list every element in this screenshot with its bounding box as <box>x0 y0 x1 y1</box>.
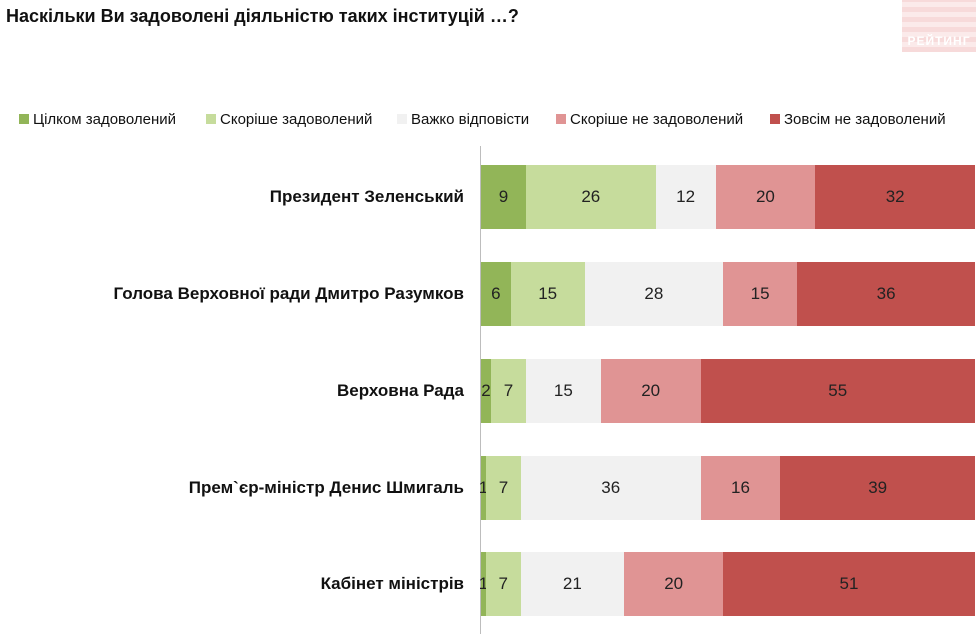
data-label: 15 <box>538 284 558 303</box>
data-label: 2 <box>481 381 491 400</box>
bar-segment: 51 <box>723 552 975 616</box>
bar-segment: 9 <box>481 165 526 229</box>
bar-segment: 15 <box>723 262 798 326</box>
data-label: 1 <box>478 478 489 497</box>
legend-item: Цілком задоволений <box>19 108 176 130</box>
legend-item: Скоріше задоволений <box>206 108 372 130</box>
category-axis-line <box>480 146 481 634</box>
legend-item: Важко відповісти <box>397 108 529 130</box>
legend-label: Зовсім не задоволений <box>784 110 946 128</box>
data-label: 36 <box>876 284 896 303</box>
bar-segment: 20 <box>600 359 701 423</box>
category-label: Голова Верховної ради Дмитро Разумков <box>113 284 464 303</box>
data-label: 36 <box>601 478 621 497</box>
data-label: 7 <box>498 478 509 497</box>
rating-logo: РЕЙТИНГ <box>902 0 976 52</box>
bar-segment: 1 <box>478 456 489 520</box>
bar-segment: 55 <box>700 359 975 423</box>
logo-text: РЕЙТИНГ <box>907 34 971 48</box>
bar-segment: 16 <box>700 456 781 520</box>
category-label: Президент Зеленський <box>269 187 464 206</box>
legend-label: Важко відповісти <box>411 110 530 128</box>
bar-segment: 7 <box>485 456 521 520</box>
legend-swatch <box>19 114 29 124</box>
bar-segment: 15 <box>525 359 601 423</box>
data-label: 39 <box>868 478 888 497</box>
bar-segment: 21 <box>520 552 625 616</box>
legend-label: Скоріше не задоволений <box>570 110 744 128</box>
data-label: 21 <box>562 574 582 593</box>
bar-segment: 36 <box>520 456 701 520</box>
legend-swatch <box>770 114 780 124</box>
data-label: 20 <box>641 381 661 400</box>
bar-segment: 26 <box>525 165 656 229</box>
data-label: 20 <box>664 574 684 593</box>
data-label: 28 <box>644 284 664 303</box>
data-label: 51 <box>839 574 859 593</box>
bar-segment: 7 <box>485 552 521 616</box>
legend-swatch <box>397 114 407 124</box>
data-label: 55 <box>828 381 848 400</box>
legend-label: Цілком задоволений <box>33 110 176 128</box>
data-label: 12 <box>676 187 696 206</box>
data-label: 16 <box>731 478 750 497</box>
data-label: 6 <box>491 284 501 303</box>
bar-segment: 39 <box>780 456 975 520</box>
bar-segment: 20 <box>715 165 816 229</box>
data-label: 15 <box>553 381 573 400</box>
legend: Цілком задоволений Скоріше задоволений Важ… <box>0 108 976 130</box>
category-label: Верховна Рада <box>336 381 464 400</box>
data-label: 20 <box>755 187 775 206</box>
legend-swatch <box>206 114 216 124</box>
bar-segment: 2 <box>481 359 491 423</box>
data-label: 15 <box>750 284 770 303</box>
bar-segment: 6 <box>481 262 511 326</box>
bar-segment: 28 <box>584 262 724 326</box>
category-label: Прем`єр-міністр Денис Шмигаль <box>188 478 464 497</box>
data-label: 9 <box>498 187 509 206</box>
bar-segment: 36 <box>797 262 975 326</box>
legend-item: Зовсім не задоволений <box>770 108 946 130</box>
bar-segment: 12 <box>655 165 716 229</box>
legend-item: Скоріше не задоволений <box>556 108 743 130</box>
chart-title: Наскільки Ви задоволені діяльністю таких… <box>6 6 519 26</box>
bar-segment: 7 <box>490 359 526 423</box>
bar-segment: 15 <box>510 262 585 326</box>
data-label: 26 <box>581 187 601 206</box>
data-label: 7 <box>503 381 514 400</box>
data-label: 32 <box>885 187 905 206</box>
legend-swatch <box>556 114 566 124</box>
bar-segment: 20 <box>624 552 724 616</box>
category-label: Кабінет міністрів <box>320 574 464 593</box>
legend-label: Скоріше задоволений <box>220 110 373 128</box>
bar-segment: 32 <box>815 165 975 229</box>
data-label: 7 <box>498 574 508 593</box>
data-label: 1 <box>478 574 489 593</box>
bar-segment: 1 <box>478 552 489 616</box>
